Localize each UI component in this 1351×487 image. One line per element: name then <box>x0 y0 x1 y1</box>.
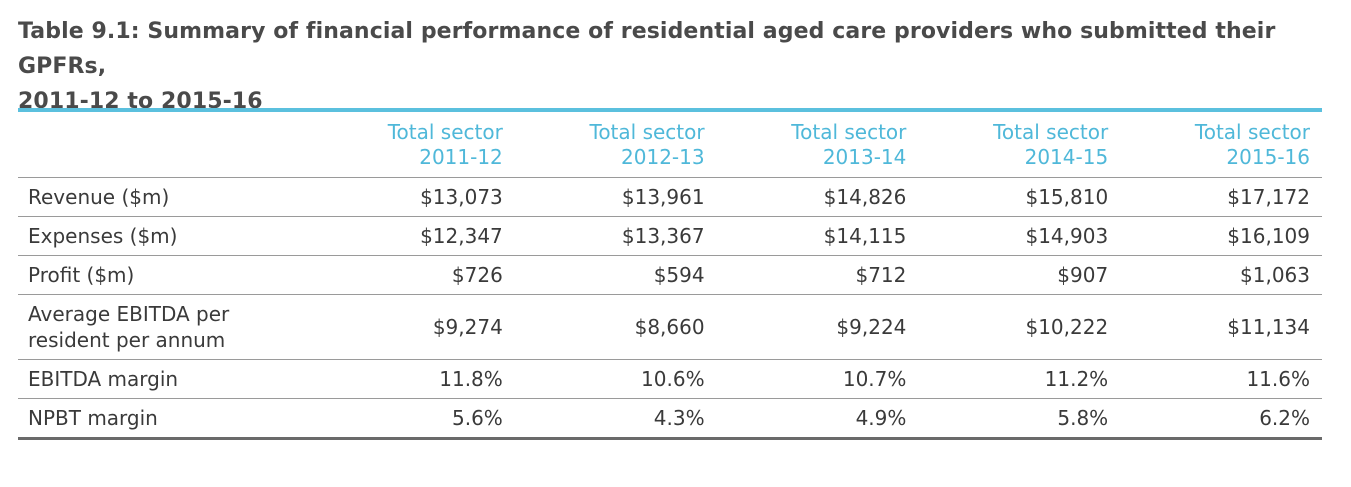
table-row-average-ebitda: Average EBITDA per resident per annum $9… <box>18 295 1322 360</box>
column-header-2011-12: Total sector 2011-12 <box>313 110 515 178</box>
table-cell: 4.3% <box>515 399 717 439</box>
table-cell: $10,222 <box>918 295 1120 360</box>
row-label: EBITDA margin <box>18 360 313 399</box>
table-cell: $726 <box>313 256 515 295</box>
header-empty-cell <box>18 110 313 178</box>
table-cell: $13,367 <box>515 217 717 256</box>
row-label: Revenue ($m) <box>18 178 313 217</box>
row-label-line-1: Average EBITDA per <box>28 301 301 327</box>
table-row-revenue: Revenue ($m) $13,073 $13,961 $14,826 $15… <box>18 178 1322 217</box>
table-cell: 11.6% <box>1120 360 1322 399</box>
table-cell: 5.8% <box>918 399 1120 439</box>
table-cell: $14,826 <box>717 178 919 217</box>
financial-summary-table-container: Total sector 2011-12 Total sector 2012-1… <box>18 108 1322 440</box>
table-row-ebitda-margin: EBITDA margin 11.8% 10.6% 10.7% 11.2% 11… <box>18 360 1322 399</box>
table-header-row: Total sector 2011-12 Total sector 2012-1… <box>18 110 1322 178</box>
table-row-profit: Profit ($m) $726 $594 $712 $907 $1,063 <box>18 256 1322 295</box>
table-cell: $14,115 <box>717 217 919 256</box>
table-caption: Table 9.1: Summary of financial performa… <box>18 14 1328 119</box>
column-header-2013-14: Total sector 2013-14 <box>717 110 919 178</box>
row-label-line-2: resident per annum <box>28 327 301 353</box>
table-cell: $14,903 <box>918 217 1120 256</box>
table-cell: 10.6% <box>515 360 717 399</box>
table-cell: $712 <box>717 256 919 295</box>
table-cell: $1,063 <box>1120 256 1322 295</box>
row-label: NPBT margin <box>18 399 313 439</box>
table-cell: 11.2% <box>918 360 1120 399</box>
table-cell: $16,109 <box>1120 217 1322 256</box>
table-cell: $13,073 <box>313 178 515 217</box>
table-cell: $9,274 <box>313 295 515 360</box>
table-row-npbt-margin: NPBT margin 5.6% 4.3% 4.9% 5.8% 6.2% <box>18 399 1322 439</box>
row-label: Profit ($m) <box>18 256 313 295</box>
table-cell: 11.8% <box>313 360 515 399</box>
table-cell: $13,961 <box>515 178 717 217</box>
column-header-2015-16: Total sector 2015-16 <box>1120 110 1322 178</box>
table-cell: 5.6% <box>313 399 515 439</box>
caption-line-1: Table 9.1: Summary of financial performa… <box>18 14 1328 84</box>
table-row-expenses: Expenses ($m) $12,347 $13,367 $14,115 $1… <box>18 217 1322 256</box>
table-cell: $594 <box>515 256 717 295</box>
table-cell: 6.2% <box>1120 399 1322 439</box>
table-cell: $12,347 <box>313 217 515 256</box>
column-header-2014-15: Total sector 2014-15 <box>918 110 1120 178</box>
table-cell: $907 <box>918 256 1120 295</box>
row-label: Average EBITDA per resident per annum <box>18 295 313 360</box>
table-cell: $11,134 <box>1120 295 1322 360</box>
table-cell: 4.9% <box>717 399 919 439</box>
table-cell: 10.7% <box>717 360 919 399</box>
row-label: Expenses ($m) <box>18 217 313 256</box>
financial-summary-table: Total sector 2011-12 Total sector 2012-1… <box>18 108 1322 440</box>
table-cell: $9,224 <box>717 295 919 360</box>
table-cell: $8,660 <box>515 295 717 360</box>
table-cell: $17,172 <box>1120 178 1322 217</box>
table-cell: $15,810 <box>918 178 1120 217</box>
column-header-2012-13: Total sector 2012-13 <box>515 110 717 178</box>
